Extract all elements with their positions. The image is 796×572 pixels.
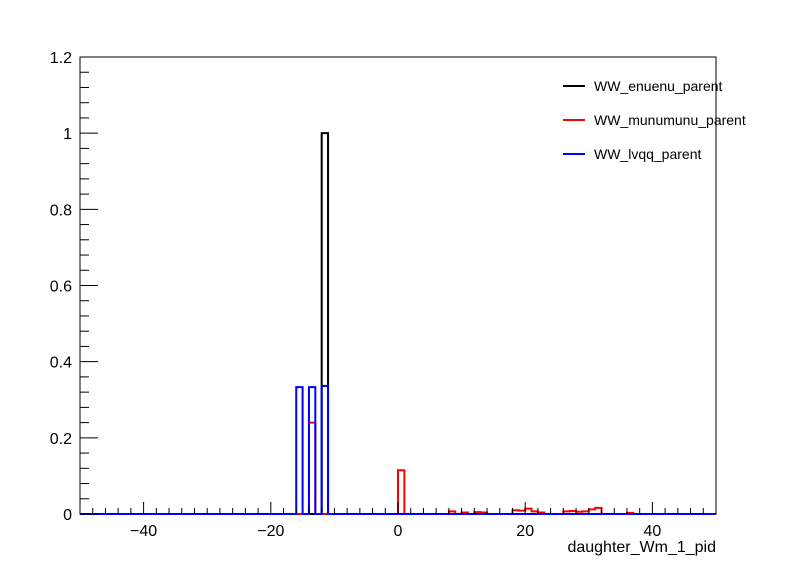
series-line-1 (80, 421, 716, 515)
y-tick-label: 0.4 (50, 355, 72, 372)
legend: WW_enuenu_parent WW_munumunu_parent WW_l… (563, 78, 746, 162)
x-tick-label: −20 (257, 523, 284, 540)
y-tick-label: 0 (63, 507, 72, 524)
y-tick-label: 1.2 (50, 50, 72, 67)
legend-label-lvqq: WW_lvqq_parent (594, 146, 701, 162)
legend-label-enuenu: WW_enuenu_parent (594, 78, 723, 94)
legend-label-munumunu: WW_munumunu_parent (594, 112, 746, 128)
y-tick-label: 0.2 (50, 431, 72, 448)
series-line-0 (80, 132, 716, 515)
x-tick-label: 0 (394, 523, 403, 540)
y-tick-label: 0.8 (50, 202, 72, 219)
x-tick-label: 20 (516, 523, 534, 540)
axes: −40 −20 0 20 40 0 0.2 0.4 0.6 0.8 1 1.2 (50, 50, 717, 540)
x-tick-label: 40 (644, 523, 662, 540)
y-tick-label: 1 (63, 126, 72, 143)
series-line-2 (80, 385, 716, 515)
y-tick-label: 0.6 (50, 279, 72, 296)
x-axis-title: daughter_Wm_1_pid (567, 539, 716, 556)
histogram-series (80, 132, 716, 515)
x-tick-label: −40 (130, 523, 157, 540)
